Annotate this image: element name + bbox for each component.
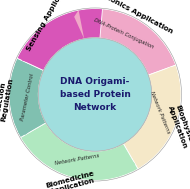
Wedge shape xyxy=(21,123,138,180)
Text: Parameter Control: Parameter Control xyxy=(20,73,35,121)
Polygon shape xyxy=(20,53,45,67)
Wedge shape xyxy=(17,9,102,70)
Text: Reaction
Regulation: Reaction Regulation xyxy=(0,76,14,122)
Polygon shape xyxy=(150,67,178,79)
Polygon shape xyxy=(120,146,135,172)
Text: DNA Origami-
based Protein
Network: DNA Origami- based Protein Network xyxy=(59,77,131,112)
Wedge shape xyxy=(123,65,181,169)
Text: Biomedicine
Application: Biomedicine Application xyxy=(45,170,97,189)
Text: Bionics Application: Bionics Application xyxy=(102,0,174,35)
Text: Network Patterns: Network Patterns xyxy=(150,90,171,134)
Wedge shape xyxy=(9,58,46,138)
Text: DNA-Protein Conjugation: DNA-Protein Conjugation xyxy=(93,17,154,49)
Polygon shape xyxy=(18,119,44,135)
Circle shape xyxy=(38,38,152,151)
Text: Biophysics
Application: Biophysics Application xyxy=(167,102,190,149)
Text: Network Patterns: Network Patterns xyxy=(55,153,100,166)
Polygon shape xyxy=(74,10,84,39)
Text: Sensing Application: Sensing Application xyxy=(26,0,72,52)
Wedge shape xyxy=(73,9,176,75)
